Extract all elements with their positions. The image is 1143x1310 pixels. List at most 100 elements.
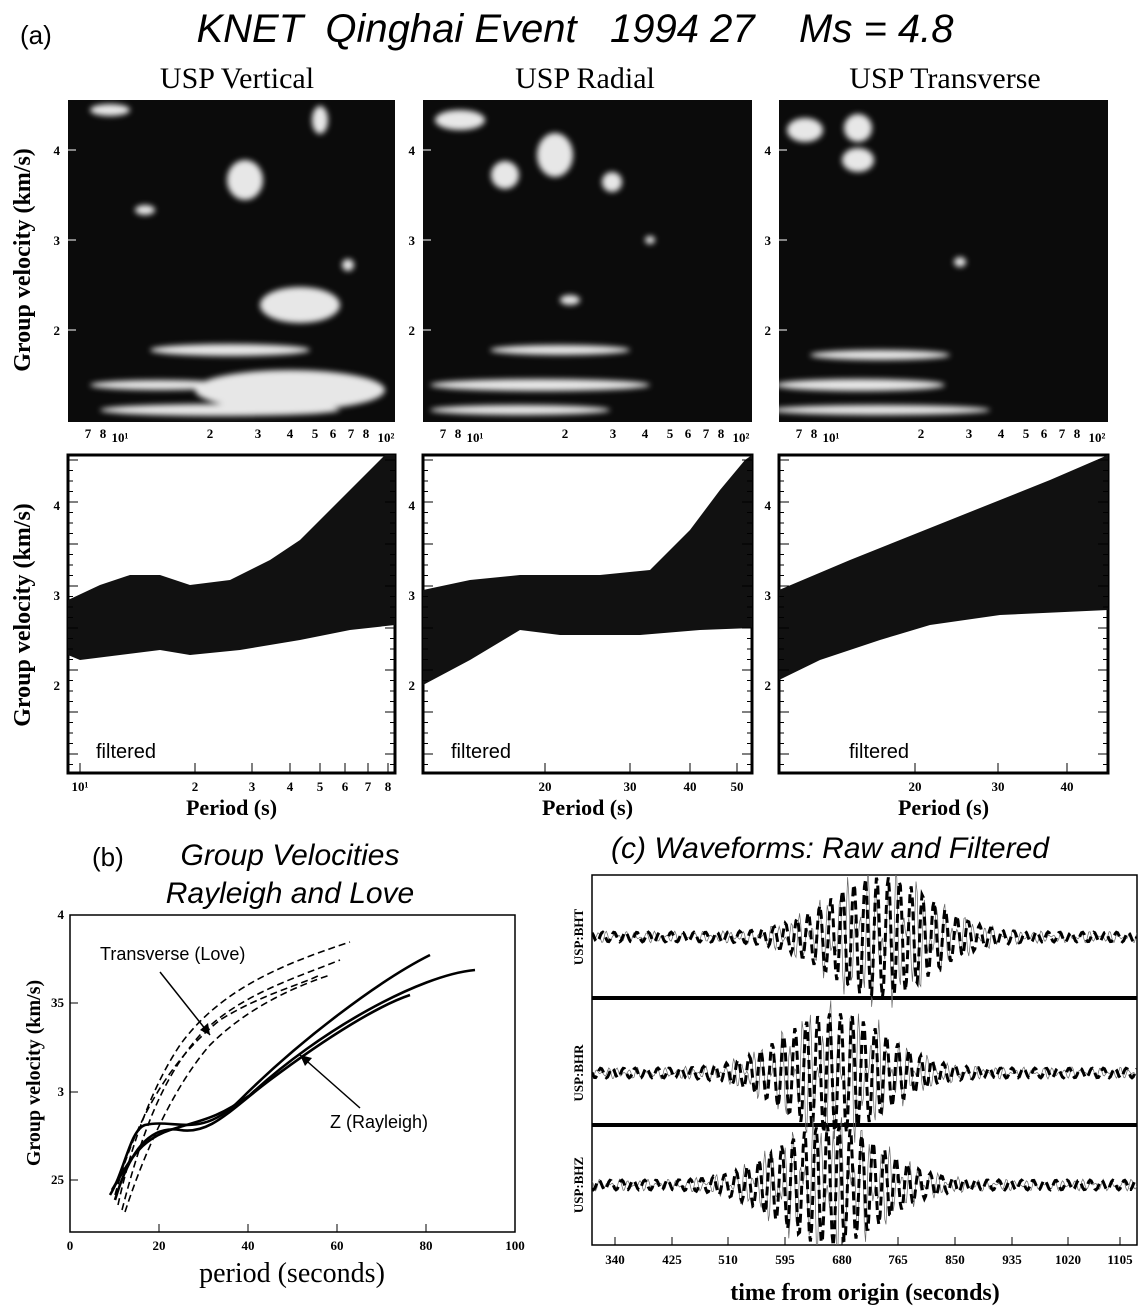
x-tick-label: 7 (796, 426, 803, 441)
filtered-panel-2 (421, 453, 754, 775)
x-tick-label: 2 (562, 426, 569, 441)
y-tick-label: 3 (409, 233, 416, 248)
x-tick-label: 510 (718, 1252, 738, 1267)
x-axis-label: Period (s) (542, 795, 633, 820)
y-tick-label: 2 (54, 323, 61, 338)
x-tick-label: 8 (363, 426, 370, 441)
x-tick-label: 4 (287, 779, 294, 794)
x-tick-label: 3 (610, 426, 617, 441)
x-tick-label: 5 (667, 426, 674, 441)
x-tick-label: 50 (731, 779, 744, 794)
x-tick-label: 8 (100, 426, 107, 441)
y-tick-label: 3 (54, 588, 61, 603)
spectrogram-3 (770, 100, 1108, 422)
x-tick-label: 10¹ (823, 430, 840, 445)
x-tick-label: 7 (1059, 426, 1066, 441)
figure-title: KNET Qinghai Event 1994 27 Ms = 4.8 (196, 7, 954, 51)
filtered-panel-1 (66, 453, 397, 775)
x-tick-label: 2 (918, 426, 925, 441)
x-tick-label: 425 (662, 1252, 682, 1267)
y-tick-label: 25 (51, 1172, 65, 1187)
trace-label: USP:BHZ (571, 1157, 586, 1214)
arrow (159, 971, 211, 1036)
x-tick-label: 10¹ (112, 430, 129, 445)
arrow (299, 1054, 361, 1109)
x-axis-label: Period (s) (898, 795, 989, 820)
x-tick-label: 8 (385, 779, 392, 794)
x-tick-label: 6 (1041, 426, 1048, 441)
y-tick-label: 2 (409, 678, 416, 693)
x-tick-label: 7 (85, 426, 92, 441)
x-axis-label: Period (s) (186, 795, 277, 820)
x-tick-label: 20 (153, 1238, 166, 1253)
x-tick-label: 8 (455, 426, 462, 441)
y-tick-label: 3 (765, 233, 772, 248)
x-tick-label: 7 (348, 426, 355, 441)
x-tick-label: 340 (605, 1252, 625, 1267)
spectrogram-2 (423, 100, 752, 422)
spectrogram-1 (68, 100, 395, 422)
filtered-panel-3 (777, 453, 1110, 775)
column-title: USP Vertical (160, 62, 314, 95)
trace-label: USP:BHR (571, 1044, 586, 1102)
panel-note: filtered (451, 741, 511, 763)
x-tick-label: 2 (207, 426, 214, 441)
x-tick-label: 0 (67, 1238, 74, 1253)
panel-note: filtered (96, 741, 156, 763)
y-tick-label: 3 (765, 588, 772, 603)
y-tick-label: 3 (58, 1084, 65, 1099)
panel-note: filtered (849, 741, 909, 763)
x-tick-label: 10² (378, 430, 395, 445)
x-tick-label: 1105 (1107, 1252, 1133, 1267)
y-tick-label: 3 (409, 588, 416, 603)
waveforms (592, 875, 1137, 1245)
annotation: Z (Rayleigh) (330, 1112, 428, 1132)
x-tick-label: 5 (317, 779, 324, 794)
x-tick-label: 5 (1023, 426, 1030, 441)
y-tick-label: 4 (54, 498, 61, 513)
x-tick-label: 40 (242, 1238, 255, 1253)
x-tick-label: 2 (192, 779, 199, 794)
y-tick-label: 4 (409, 143, 416, 158)
panel-title: Rayleigh and Love (166, 877, 415, 910)
y-axis-label: Group velocity (km/s) (10, 148, 36, 372)
x-tick-label: 680 (832, 1252, 852, 1267)
x-tick-label: 80 (420, 1238, 433, 1253)
y-tick-label: 35 (51, 995, 65, 1010)
x-tick-label: 7 (440, 426, 447, 441)
x-tick-label: 20 (539, 779, 552, 794)
panel-label: (b) (92, 842, 124, 872)
x-tick-label: 40 (684, 779, 697, 794)
x-tick-label: 6 (342, 779, 349, 794)
x-tick-label: 1020 (1055, 1252, 1081, 1267)
filtered-trace (592, 1013, 1137, 1133)
x-tick-label: 20 (909, 779, 922, 794)
column-title: USP Transverse (849, 62, 1040, 95)
x-tick-label: 8 (718, 426, 725, 441)
x-tick-label: 40 (1061, 779, 1074, 794)
panel-title: (c) Waveforms: Raw and Filtered (611, 832, 1050, 865)
x-tick-label: 30 (624, 779, 637, 794)
x-axis-label: period (seconds) (199, 1258, 385, 1289)
x-tick-label: 4 (998, 426, 1005, 441)
y-tick-label: 4 (409, 498, 416, 513)
x-tick-label: 595 (775, 1252, 795, 1267)
x-tick-label: 8 (1074, 426, 1081, 441)
x-tick-label: 10² (1089, 430, 1106, 445)
y-tick-label: 4 (765, 498, 772, 513)
arrowhead (300, 1055, 312, 1066)
y-tick-label: 3 (54, 233, 61, 248)
x-tick-label: 3 (966, 426, 973, 441)
x-tick-label: 765 (888, 1252, 908, 1267)
x-tick-label: 10² (733, 430, 750, 445)
plot-frame (69, 914, 516, 1233)
filtered-trace (592, 1124, 1137, 1245)
filtered-trace (592, 877, 1137, 1000)
column-title: USP Radial (515, 62, 655, 95)
x-tick-label: 7 (703, 426, 710, 441)
x-tick-label: 100 (505, 1238, 525, 1253)
panel-label: (a) (20, 20, 52, 50)
y-tick-label: 2 (54, 678, 61, 693)
trace-label: USP:BHT (571, 909, 586, 966)
